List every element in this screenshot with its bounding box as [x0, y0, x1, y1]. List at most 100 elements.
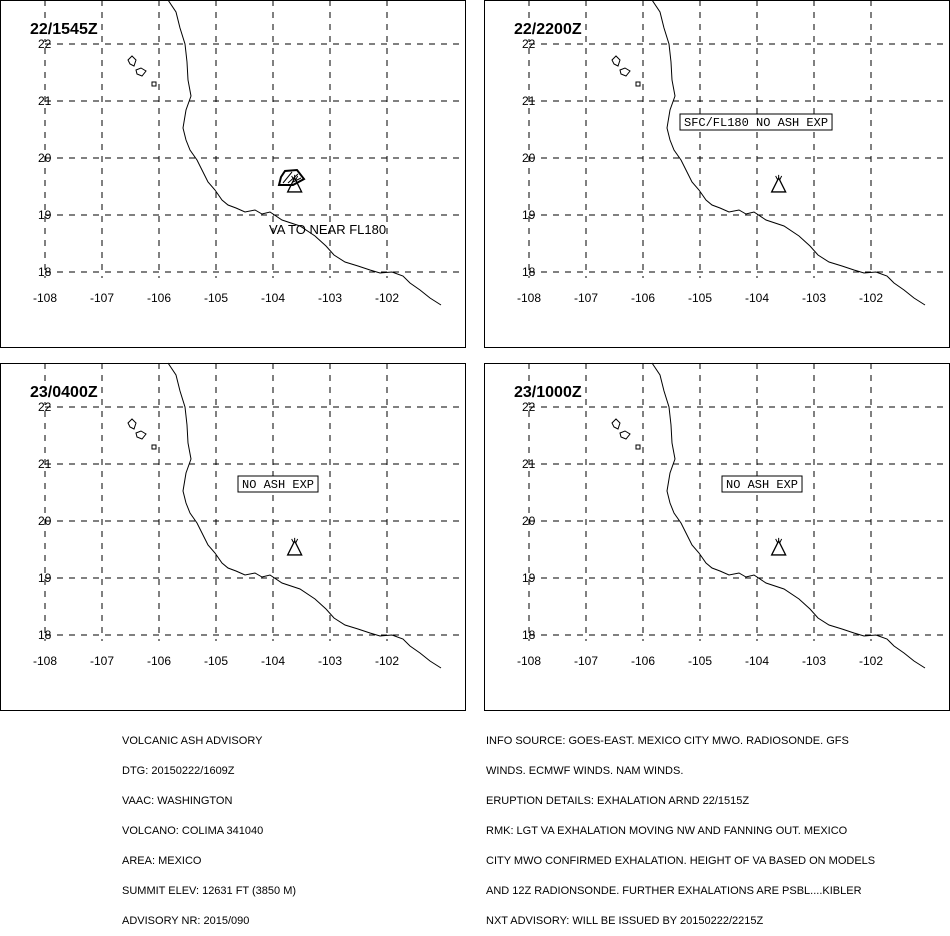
lat-tick-label: 22	[38, 37, 52, 51]
island-outline	[127, 55, 137, 67]
lon-tick-label: -108	[517, 291, 541, 305]
coastline	[167, 0, 442, 306]
lat-tick-label: 21	[522, 457, 536, 471]
lon-tick-label: -105	[688, 291, 712, 305]
island-outline	[619, 430, 631, 440]
panel-frame	[0, 0, 466, 348]
advisory-line: VOLCANIC ASH ADVISORY	[122, 735, 263, 747]
coastline	[167, 362, 442, 669]
lat-tick-label: 18	[38, 628, 52, 642]
lat-tick-label: 19	[522, 208, 536, 222]
lat-lon-grid	[44, 0, 466, 278]
lon-tick-label: -103	[802, 654, 826, 668]
lat-tick-label: 19	[38, 208, 52, 222]
map-svg-3: -108 -107 -106 -105 -104 -103 -102 22 21 20 19 18 NO…	[0, 362, 466, 711]
advisory-line: VAAC: WASHINGTON	[122, 795, 233, 807]
lon-tick-label: -104	[745, 654, 769, 668]
lon-tick-label: -108	[33, 291, 57, 305]
panel-time-title: 22/2200Z	[514, 21, 582, 38]
advisory-line: AND 12Z RADIONSONDE. FURTHER EXHALATIONS…	[486, 885, 862, 897]
advisory-line: AREA: MEXICO	[122, 855, 202, 867]
lat-tick-label: 21	[522, 94, 536, 108]
lon-tick-label: -104	[261, 654, 285, 668]
lat-lon-grid	[528, 0, 950, 278]
forecast-annotation: VA TO NEAR FL180	[269, 222, 386, 237]
island-outline	[135, 430, 147, 440]
coastline	[651, 0, 926, 306]
forecast-annotation: SFC/FL180 NO ASH EXP	[684, 116, 828, 130]
lat-tick-label: 19	[38, 571, 52, 585]
annotation-box	[721, 475, 803, 493]
island-outline	[127, 418, 137, 430]
eruption-plume-icon	[775, 537, 783, 544]
lon-tick-label: -107	[90, 654, 114, 668]
lon-tick-label: -108	[33, 654, 57, 668]
eruption-plume-icon	[291, 537, 299, 544]
lat-tick-label: 20	[522, 514, 536, 528]
volcano-icon	[770, 176, 787, 193]
advisory-line: WINDS. ECMWF WINDS. NAM WINDS.	[486, 765, 684, 777]
volcano-icon	[286, 539, 303, 556]
island-outline	[611, 418, 621, 430]
title-background	[28, 19, 100, 39]
ash-cloud-polygon	[277, 168, 306, 186]
lon-tick-label: -105	[204, 654, 228, 668]
lat-tick-label: 20	[522, 151, 536, 165]
lon-tick-label: -106	[631, 291, 655, 305]
lon-tick-label: -102	[375, 291, 399, 305]
island-outline	[151, 444, 157, 450]
lat-tick-label: 22	[522, 400, 536, 414]
lat-tick-label: 20	[38, 514, 52, 528]
map-svg-4: -108 -107 -106 -105 -104 -103 -102 22 21 20 19 18 NO…	[484, 362, 950, 711]
lat-tick-label: 21	[38, 457, 52, 471]
annotation-box	[679, 113, 833, 131]
title-background	[512, 382, 584, 402]
volcano-icon	[770, 539, 787, 556]
annotation-box	[237, 475, 319, 493]
lon-tick-label: -107	[90, 291, 114, 305]
lon-tick-label: -105	[204, 291, 228, 305]
forecast-annotation: NO ASH EXP	[726, 478, 798, 492]
advisory-line: RMK: LGT VA EXHALATION MOVING NW AND FAN…	[486, 825, 848, 837]
lat-tick-label: 22	[522, 37, 536, 51]
panel-time-title: 23/1000Z	[514, 384, 582, 401]
lat-lon-grid	[44, 363, 466, 641]
lon-tick-label: -108	[517, 654, 541, 668]
advisory-line: VOLCANO: COLIMA 341040	[122, 825, 264, 837]
forecast-annotation: NO ASH EXP	[242, 478, 314, 492]
lon-tick-label: -107	[574, 291, 598, 305]
island-outline	[635, 81, 641, 87]
map-panel-3: -108 -107 -106 -105 -104 -103 -102 22 21 20 19 18 NO…	[0, 362, 466, 711]
map-panel-1: -108 -107 -106 -105 -104 -103 -102 22 21 20 19 18 VA…	[0, 0, 466, 348]
lat-tick-label: 22	[38, 400, 52, 414]
coastline	[651, 362, 926, 669]
island-outline	[635, 444, 641, 450]
advisory-line: DTG: 20150222/1609Z	[122, 765, 235, 777]
lon-tick-label: -106	[147, 291, 171, 305]
lon-tick-label: -107	[574, 654, 598, 668]
lon-tick-label: -102	[375, 654, 399, 668]
lat-tick-label: 20	[38, 151, 52, 165]
title-background	[28, 382, 100, 402]
advisory-line: INFO SOURCE: GOES-EAST. MEXICO CITY MWO.…	[486, 735, 849, 747]
lon-tick-label: -102	[859, 654, 883, 668]
island-outline	[619, 67, 631, 77]
island-outline	[611, 55, 621, 67]
advisory-line: CITY MWO CONFIRMED EXHALATION. HEIGHT OF…	[486, 855, 876, 867]
lon-tick-label: -106	[631, 654, 655, 668]
map-panel-4: -108 -107 -106 -105 -104 -103 -102 22 21 20 19 18 NO…	[484, 362, 950, 711]
lon-tick-label: -103	[318, 654, 342, 668]
advisory-line: SUMMIT ELEV: 12631 FT (3850 M)	[122, 885, 297, 897]
map-svg-2: -108 -107 -106 -105 -104 -103 -102 22 21 20 19 18 SF…	[484, 0, 950, 348]
lon-tick-label: -104	[261, 291, 285, 305]
advisory-line: NXT ADVISORY: WILL BE ISSUED BY 20150222…	[486, 915, 764, 927]
panel-time-title: 22/1545Z	[30, 21, 98, 38]
lat-lon-grid	[528, 363, 950, 641]
advisory-right-block: INFO SOURCE: GOES-EAST. MEXICO CITY MWO.…	[486, 716, 946, 936]
lon-tick-label: -103	[318, 291, 342, 305]
lat-tick-label: 21	[38, 94, 52, 108]
lon-tick-label: -102	[859, 291, 883, 305]
lon-tick-label: -103	[802, 291, 826, 305]
map-svg-1: -108 -107 -106 -105 -104 -103 -102 22 21 20 19 18 VA…	[0, 0, 466, 348]
lat-tick-label: 19	[522, 571, 536, 585]
